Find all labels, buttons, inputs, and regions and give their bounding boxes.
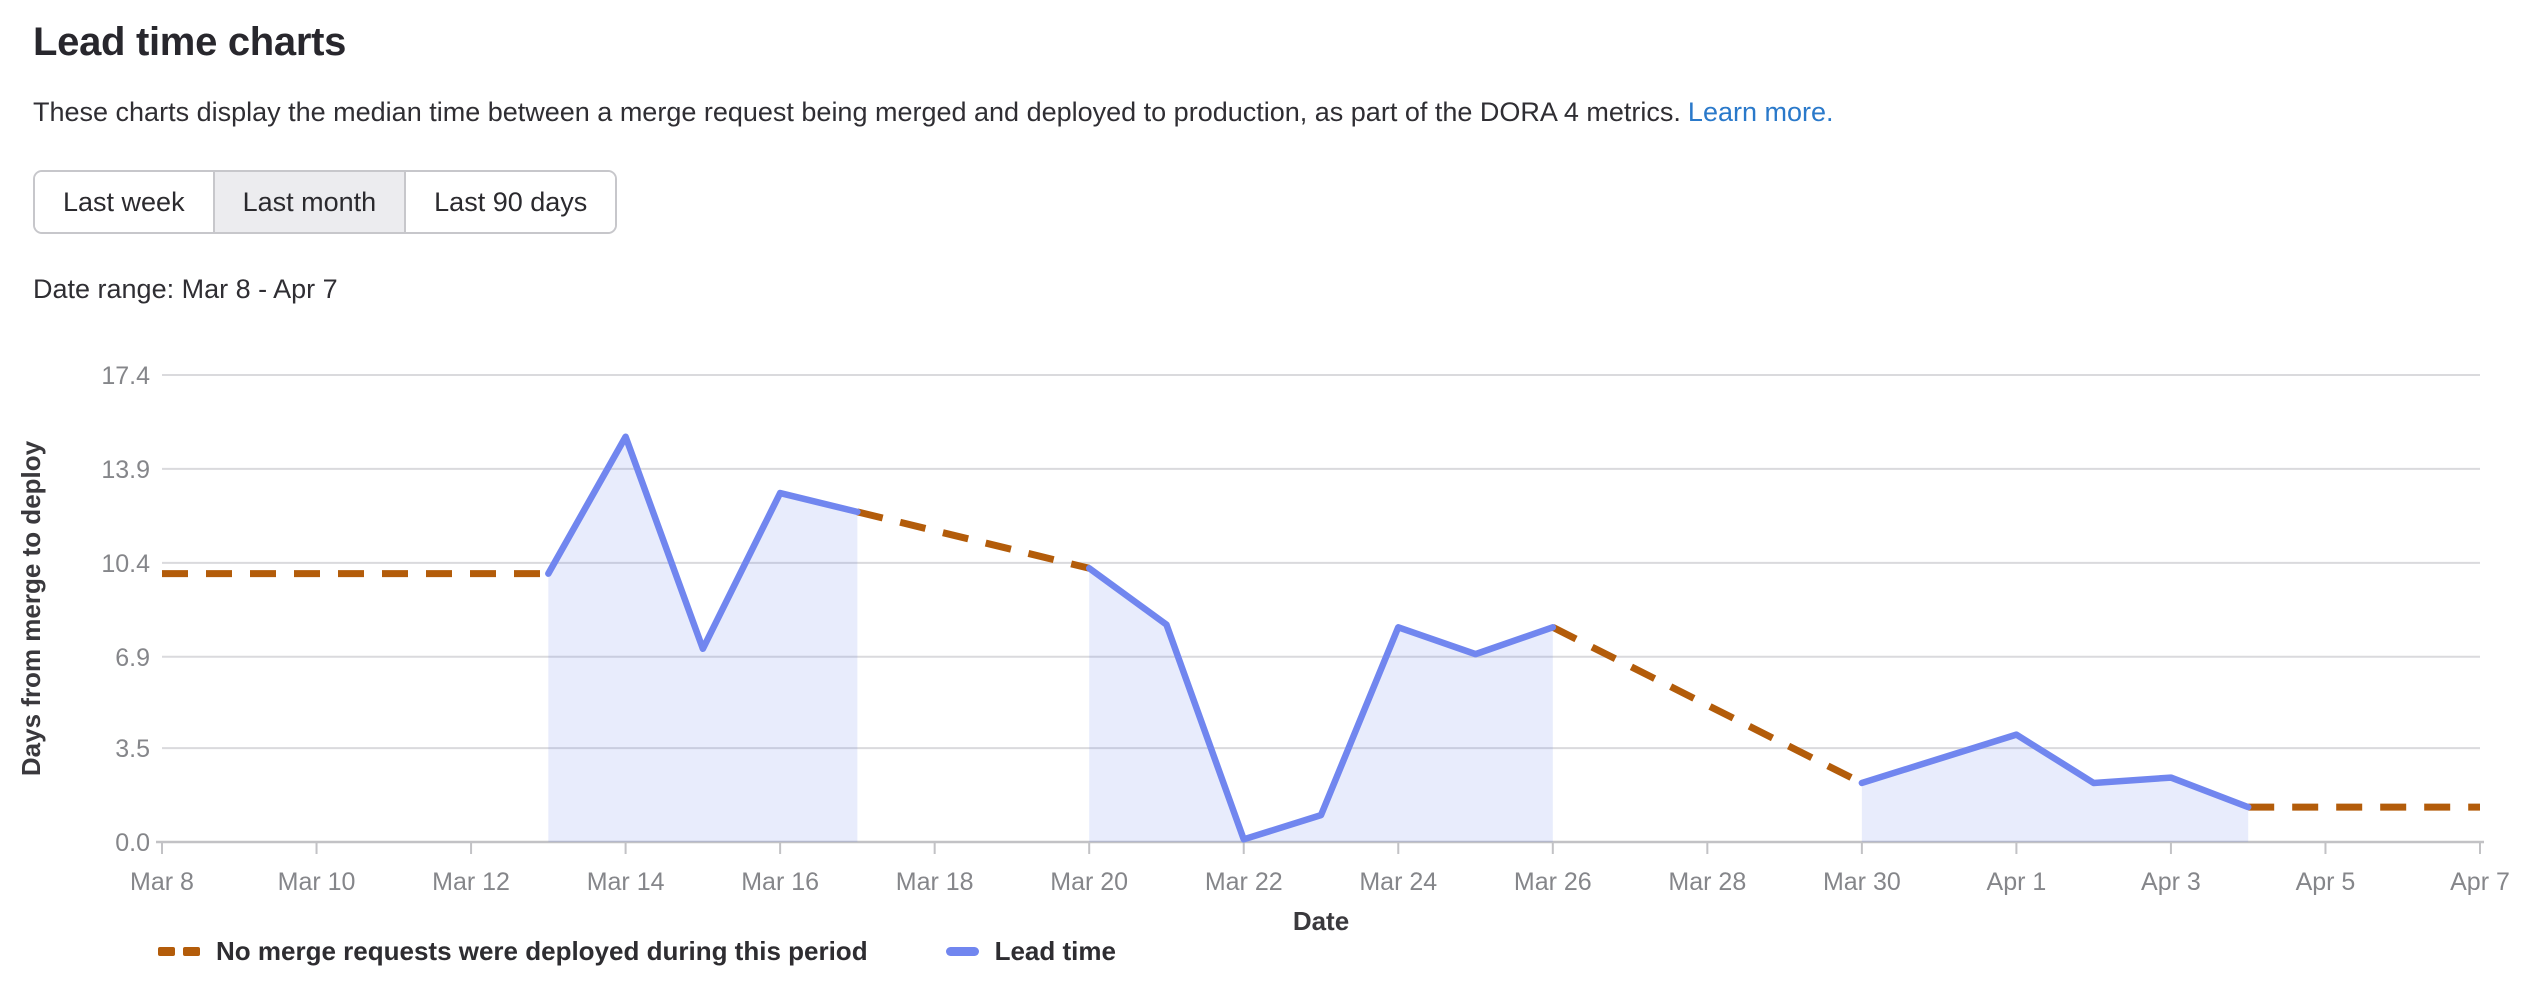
x-tick-label: Mar 12 [432,868,510,896]
legend-item-lead-time: Lead time [945,936,1116,967]
last-week-button[interactable]: Last week [35,172,213,233]
page-description: These charts display the median time bet… [33,97,1834,128]
y-tick-label: 0.0 [115,829,150,857]
lead-time-chart-canvas: 0.0 3.5 6.9 10.4 13.9 17.4 Mar 8 Mar 10 Mar 12 Ma… [16,362,2510,936]
x-tick-label: Mar 16 [741,868,819,896]
x-tick-label: Mar 18 [896,868,974,896]
x-tick-label: Mar 26 [1514,868,1592,896]
x-tick-label: Mar 10 [278,868,356,896]
x-tick-label: Apr 5 [2296,868,2356,896]
x-tick-label: Mar 30 [1823,868,1901,896]
no-deploy-dashed-line [1551,624,1864,787]
lead-time-area [548,436,858,842]
lead-time-line [1858,731,2252,811]
y-tick-label: 10.4 [101,550,150,578]
y-tick-label: 13.9 [101,456,150,484]
date-range-button-group: Last week Last month Last 90 days [33,170,618,235]
x-tick-label: Mar 28 [1668,868,1746,896]
x-tick-label: Mar 24 [1359,868,1437,896]
legend-label-no-deploys: No merge requests were deployed during t… [216,936,868,966]
chart-legend: No merge requests were deployed during t… [158,936,1116,967]
x-tick-label: Mar 22 [1205,868,1283,896]
y-axis-title: Days from merge to deploy [16,440,46,776]
y-tick-label: 3.5 [115,735,150,763]
lead-time-line [1085,564,1557,843]
no-deploy-dashed-line [856,508,1091,572]
lead-time-line [545,433,861,653]
x-tick-label: Apr 7 [2450,868,2510,896]
last-90-days-button[interactable]: Last 90 days [404,172,616,233]
description-text: These charts display the median time bet… [33,97,1681,127]
legend-item-no-deploys: No merge requests were deployed during t… [158,936,868,967]
x-tick-label: Mar 14 [587,868,665,896]
legend-label-lead-time: Lead time [994,936,1116,966]
x-tick-label: Apr 3 [2141,868,2201,896]
learn-more-link[interactable]: Learn more. [1687,97,1834,127]
x-tick-label: Apr 1 [1987,868,2047,896]
y-tick-label: 17.4 [101,362,150,390]
lead-time-area [1089,568,1553,842]
no-deploys-dashed-swatch-icon [158,947,200,956]
x-tick-label: Mar 8 [130,868,194,896]
page-title: Lead time charts [33,20,347,64]
date-range-text: Date range: Mar 8 - Apr 7 [33,274,338,304]
x-axis-title: Date [1293,906,1349,936]
last-month-button[interactable]: Last month [212,172,405,233]
lead-time-area [1861,734,2249,842]
lead-time-chart[interactable]: 0.0 3.5 6.9 10.4 13.9 17.4 Mar 8 Mar 10 Mar 12 Ma… [0,340,2524,996]
y-tick-label: 6.9 [115,644,150,672]
x-tick-label: Mar 20 [1050,868,1128,896]
lead-time-swatch-icon [945,947,979,956]
